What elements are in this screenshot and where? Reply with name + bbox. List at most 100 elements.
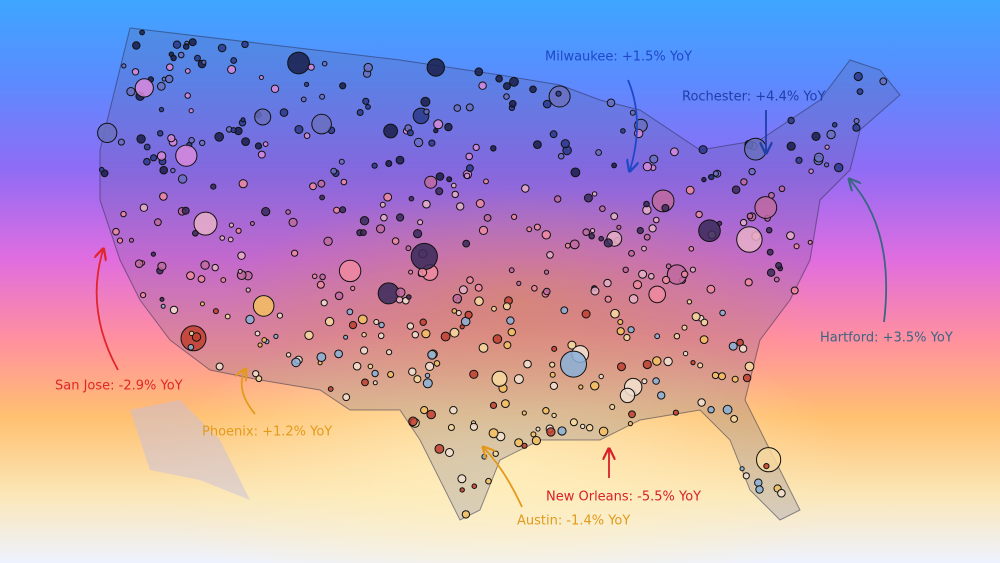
city-dot xyxy=(422,199,431,209)
city-dot xyxy=(421,329,431,339)
city-dot xyxy=(352,361,362,371)
city-dot xyxy=(187,343,195,351)
city-dot xyxy=(768,192,775,199)
city-dot xyxy=(132,41,141,50)
annotation-label: Rochester: +4.4% YoY xyxy=(682,90,826,105)
city-dot xyxy=(489,401,498,409)
city-dot xyxy=(177,174,188,184)
city-dot xyxy=(194,54,201,62)
city-dot xyxy=(333,206,341,214)
city-dot xyxy=(736,226,763,253)
city-dot xyxy=(307,63,315,71)
city-dot xyxy=(192,230,199,237)
city-dot xyxy=(219,235,225,241)
city-dot xyxy=(413,229,423,239)
city-dot xyxy=(200,260,210,270)
city-dot xyxy=(188,137,195,144)
city-dot xyxy=(449,327,460,338)
city-dot xyxy=(824,162,830,168)
city-dot xyxy=(526,226,533,233)
city-dot xyxy=(126,87,136,97)
city-dot xyxy=(417,267,428,278)
city-dot xyxy=(521,410,527,416)
city-dot xyxy=(719,309,726,317)
city-dot xyxy=(766,248,774,256)
city-dot xyxy=(661,204,670,212)
city-dot xyxy=(580,423,586,430)
city-dot xyxy=(444,122,453,132)
city-dot xyxy=(420,96,431,107)
city-dot xyxy=(238,179,248,189)
city-dot xyxy=(261,337,268,343)
city-dot xyxy=(334,349,344,359)
city-dot xyxy=(97,122,118,143)
city-dot xyxy=(199,301,205,307)
city-dot xyxy=(698,145,708,155)
city-dot xyxy=(673,333,681,340)
city-dot xyxy=(451,190,459,199)
city-dot xyxy=(657,391,666,400)
annotation-label: New Orleans: -5.5% YoY xyxy=(546,490,701,505)
city-dot xyxy=(641,378,648,385)
city-dot xyxy=(632,280,643,290)
city-dot xyxy=(617,362,626,372)
city-dot xyxy=(852,123,861,132)
city-dot xyxy=(447,424,455,431)
city-dot xyxy=(426,409,437,420)
city-dot xyxy=(682,350,689,357)
city-dot xyxy=(166,63,174,71)
city-dot xyxy=(376,224,386,234)
city-dot xyxy=(746,212,754,220)
city-dot xyxy=(588,233,595,240)
city-dot xyxy=(237,268,243,274)
city-dot xyxy=(170,167,176,174)
city-dot xyxy=(386,349,393,356)
city-dot xyxy=(423,108,430,115)
city-dot xyxy=(363,62,373,73)
city-dot xyxy=(622,266,629,273)
city-dot xyxy=(408,195,415,202)
city-dot xyxy=(628,250,635,257)
city-dot xyxy=(691,312,701,322)
city-dot xyxy=(695,210,703,219)
city-dot xyxy=(786,231,795,241)
city-dot xyxy=(641,245,647,252)
city-dot xyxy=(276,312,283,319)
city-dot xyxy=(542,99,552,109)
city-dot xyxy=(406,294,412,300)
city-dot xyxy=(609,404,616,410)
city-dot xyxy=(254,142,263,150)
city-dot xyxy=(342,393,351,402)
city-dot xyxy=(756,447,782,473)
city-dot xyxy=(452,293,463,304)
city-dot xyxy=(603,238,613,248)
city-dot xyxy=(319,194,326,201)
city-dot xyxy=(395,287,406,298)
city-dot xyxy=(172,40,182,49)
city-dot xyxy=(445,448,454,457)
city-dot xyxy=(455,310,462,316)
city-dot xyxy=(483,214,492,222)
city-dot xyxy=(698,219,721,242)
city-dot xyxy=(273,333,279,339)
city-dot xyxy=(309,182,317,191)
city-dot xyxy=(311,113,332,135)
city-dot xyxy=(581,309,591,319)
city-dot xyxy=(689,266,697,273)
city-dot xyxy=(465,152,474,161)
city-dot xyxy=(481,453,488,460)
city-dot xyxy=(551,345,558,352)
city-dot xyxy=(748,167,756,176)
city-dot xyxy=(343,334,349,340)
city-dot xyxy=(711,371,720,380)
city-dot xyxy=(279,108,289,117)
city-dot xyxy=(731,185,741,194)
city-dot xyxy=(385,160,393,167)
city-dot xyxy=(434,444,445,454)
city-dot xyxy=(462,239,471,248)
arrow xyxy=(97,250,119,371)
city-dot xyxy=(362,97,370,105)
city-dot xyxy=(425,361,435,371)
city-dot xyxy=(638,269,648,279)
